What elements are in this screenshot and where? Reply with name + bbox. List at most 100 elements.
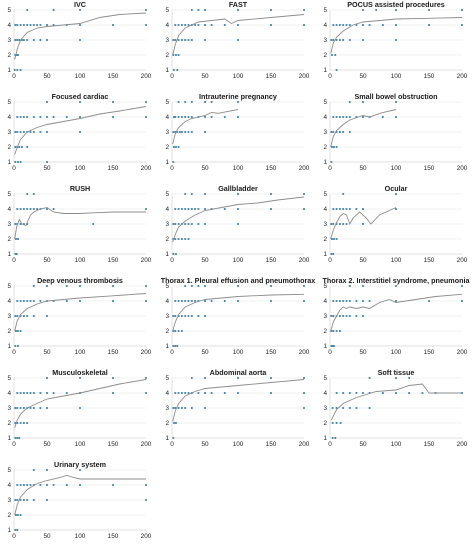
data-point — [339, 39, 341, 41]
data-point — [428, 300, 430, 302]
data-point — [174, 300, 177, 302]
data-point — [52, 116, 55, 118]
data-point — [330, 161, 333, 163]
data-point — [334, 437, 337, 439]
data-point — [17, 345, 19, 347]
y-tick-label: 5 — [7, 283, 11, 290]
data-point — [177, 300, 180, 302]
data-point — [348, 24, 351, 26]
data-point — [348, 315, 351, 317]
data-point — [17, 54, 19, 56]
data-point — [335, 146, 338, 148]
data-point — [332, 131, 335, 133]
data-point — [342, 315, 345, 317]
data-point — [237, 285, 239, 287]
data-point — [333, 238, 335, 240]
data-point — [52, 392, 55, 394]
data-point — [335, 116, 338, 118]
data-point — [79, 407, 81, 409]
data-point — [112, 300, 114, 302]
data-point — [19, 499, 22, 501]
data-point — [395, 24, 397, 26]
x-tick-label: 200 — [141, 257, 152, 264]
data-point — [21, 39, 23, 41]
x-tick-label: 200 — [299, 441, 310, 448]
data-point — [210, 24, 213, 26]
data-point — [335, 407, 338, 409]
data-point — [237, 377, 239, 379]
data-point — [270, 377, 272, 379]
data-point — [46, 392, 48, 394]
data-point — [181, 24, 183, 26]
data-point — [46, 469, 48, 471]
data-point — [19, 161, 22, 163]
data-point — [112, 285, 114, 287]
y-tick-label: 5 — [165, 99, 169, 106]
data-point — [79, 101, 81, 103]
panel-title: RUSH — [70, 184, 90, 193]
x-tick-label: 200 — [457, 73, 468, 80]
data-point — [39, 300, 42, 302]
data-point — [39, 392, 42, 394]
data-point — [46, 499, 48, 501]
data-point — [26, 208, 29, 210]
x-tick-label: 200 — [299, 257, 310, 264]
y-tick-label: 3 — [323, 129, 327, 136]
data-point — [16, 392, 19, 394]
data-point — [112, 24, 114, 26]
data-point — [26, 484, 29, 486]
data-point — [23, 499, 25, 501]
data-point — [339, 300, 341, 302]
x-tick-label: 50 — [201, 165, 209, 172]
y-tick-label: 1 — [323, 159, 327, 166]
data-point — [342, 24, 345, 26]
data-point — [18, 437, 21, 439]
data-point — [303, 377, 305, 379]
data-point — [32, 407, 35, 409]
data-point — [15, 330, 17, 332]
data-point — [362, 24, 364, 26]
data-point — [335, 392, 338, 394]
x-tick-label: 50 — [359, 73, 367, 80]
data-point — [172, 437, 175, 439]
data-point — [19, 223, 22, 225]
data-point — [181, 330, 183, 332]
data-point — [17, 330, 19, 332]
data-point — [46, 315, 48, 317]
data-point — [187, 116, 190, 118]
y-tick-label: 4 — [7, 482, 11, 489]
data-point — [210, 300, 213, 302]
data-point — [355, 315, 358, 317]
x-tick-label: 100 — [75, 349, 86, 356]
data-point — [204, 39, 206, 41]
data-point — [204, 24, 206, 26]
x-tick-label: 50 — [43, 73, 51, 80]
panel-title: Thorax 2. Interstitiel syndrome, pneumon… — [323, 276, 471, 285]
data-point — [14, 499, 17, 501]
data-point — [32, 469, 35, 471]
data-point — [345, 300, 348, 302]
y-tick-label: 3 — [165, 221, 169, 228]
data-point — [18, 146, 21, 148]
data-point — [172, 407, 175, 409]
data-point — [375, 9, 378, 11]
trend-line — [14, 379, 147, 428]
data-point — [23, 407, 25, 409]
data-point — [339, 208, 341, 210]
data-point — [194, 300, 196, 302]
data-point — [172, 345, 175, 347]
data-point — [187, 300, 190, 302]
x-tick-label: 0 — [12, 73, 16, 80]
data-point — [15, 238, 17, 240]
data-point — [395, 193, 397, 195]
data-point — [181, 131, 183, 133]
data-point — [19, 208, 22, 210]
data-point — [461, 285, 463, 287]
data-point — [204, 300, 206, 302]
y-tick-label: 2 — [165, 144, 169, 151]
y-tick-label: 3 — [323, 221, 327, 228]
x-tick-label: 0 — [328, 441, 332, 448]
data-point — [408, 392, 411, 394]
